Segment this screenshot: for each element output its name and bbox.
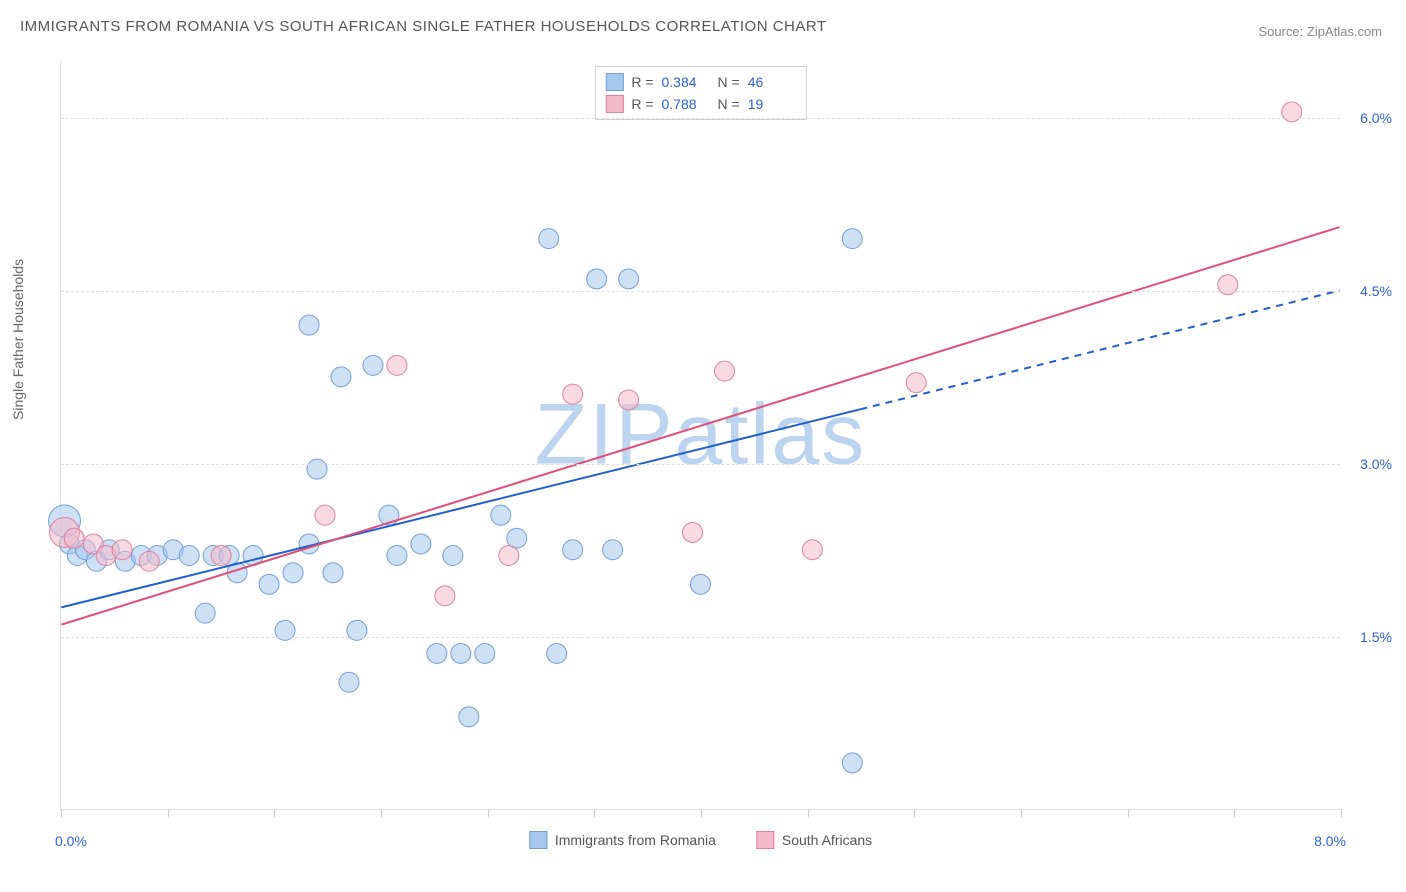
x-tick [61, 809, 62, 817]
data-point [563, 384, 583, 404]
data-point [619, 269, 639, 289]
swatch-series-b-bottom [756, 831, 774, 849]
x-tick [701, 809, 702, 817]
x-tick [1234, 809, 1235, 817]
data-point [387, 546, 407, 566]
x-axis-min-label: 0.0% [55, 833, 87, 849]
data-point [411, 534, 431, 554]
legend-item-b: South Africans [756, 831, 872, 849]
legend-item-a: Immigrants from Romania [529, 831, 716, 849]
data-point [283, 563, 303, 583]
data-point [64, 528, 84, 548]
data-point [587, 269, 607, 289]
data-point [307, 459, 327, 479]
gridline [61, 118, 1340, 119]
x-tick [594, 809, 595, 817]
gridline [61, 637, 1340, 638]
swatch-series-a-bottom [529, 831, 547, 849]
data-point [906, 373, 926, 393]
y-tick-label: 3.0% [1360, 456, 1392, 472]
data-point [842, 753, 862, 773]
trend-line [61, 227, 1339, 625]
series-legend: Immigrants from Romania South Africans [529, 831, 872, 849]
x-tick [488, 809, 489, 817]
data-point [451, 643, 471, 663]
data-point [387, 355, 407, 375]
data-point [475, 643, 495, 663]
data-point [714, 361, 734, 381]
y-tick-label: 6.0% [1360, 110, 1392, 126]
data-point [539, 229, 559, 249]
x-tick [914, 809, 915, 817]
data-point [139, 551, 159, 571]
data-point [491, 505, 511, 525]
plot-area: ZIPatlas R = 0.384 N = 46 R = 0.788 N = … [60, 60, 1340, 810]
x-tick [808, 809, 809, 817]
data-point [331, 367, 351, 387]
data-point [363, 355, 383, 375]
data-point [547, 643, 567, 663]
data-point [435, 586, 455, 606]
data-point [315, 505, 335, 525]
data-point [603, 540, 623, 560]
x-tick [1128, 809, 1129, 817]
data-point [427, 643, 447, 663]
x-tick [1341, 809, 1342, 817]
x-tick [168, 809, 169, 817]
data-point [842, 229, 862, 249]
gridline [61, 291, 1340, 292]
data-point [443, 546, 463, 566]
x-tick [274, 809, 275, 817]
chart-title: IMMIGRANTS FROM ROMANIA VS SOUTH AFRICAN… [20, 18, 827, 35]
y-tick-label: 1.5% [1360, 629, 1392, 645]
data-point [691, 574, 711, 594]
data-point [563, 540, 583, 560]
trend-line [61, 409, 860, 607]
data-point [802, 540, 822, 560]
legend-label-a: Immigrants from Romania [555, 832, 716, 848]
data-point [339, 672, 359, 692]
data-point [179, 546, 199, 566]
y-axis-title: Single Father Households [10, 259, 26, 420]
x-tick [381, 809, 382, 817]
data-point [323, 563, 343, 583]
legend-label-b: South Africans [782, 832, 872, 848]
data-point [299, 315, 319, 335]
data-point [195, 603, 215, 623]
y-tick-label: 4.5% [1360, 283, 1392, 299]
data-point [459, 707, 479, 727]
plot-svg [61, 60, 1340, 809]
gridline [61, 464, 1340, 465]
data-point [1282, 102, 1302, 122]
trend-line [860, 290, 1339, 409]
data-point [683, 522, 703, 542]
source-attribution: Source: ZipAtlas.com [1258, 24, 1382, 39]
data-point [619, 390, 639, 410]
x-tick [1021, 809, 1022, 817]
x-axis-max-label: 8.0% [1314, 833, 1346, 849]
data-point [499, 546, 519, 566]
data-point [259, 574, 279, 594]
data-point [112, 540, 132, 560]
data-point [211, 546, 231, 566]
